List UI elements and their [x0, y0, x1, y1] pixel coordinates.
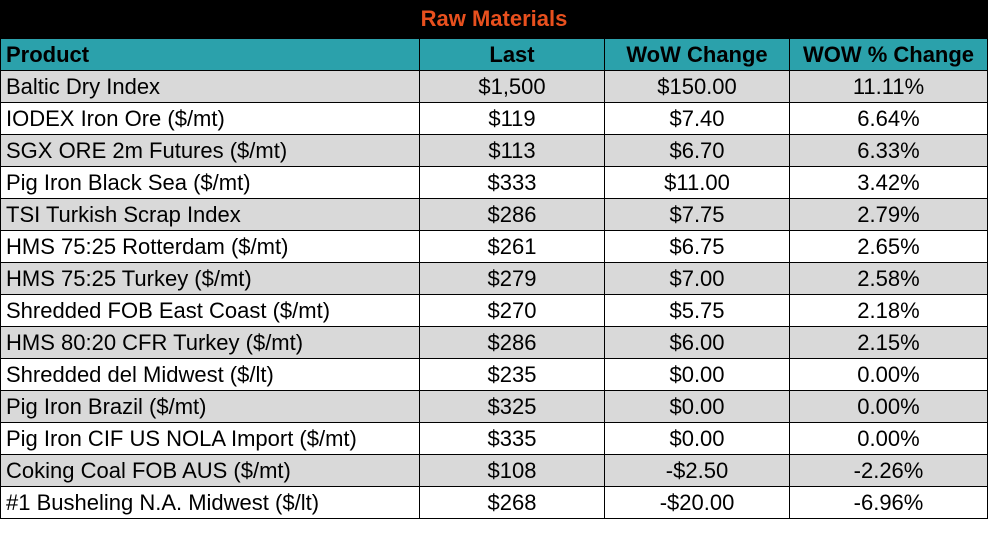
cell-product: Coking Coal FOB AUS ($/mt)	[0, 454, 420, 487]
cell-wow-change: -$2.50	[604, 454, 790, 487]
cell-wow-change: $0.00	[604, 390, 790, 423]
cell-wow-change: $7.40	[604, 102, 790, 135]
cell-wow-pct-change: 0.00%	[789, 422, 988, 455]
cell-wow-change: $5.75	[604, 294, 790, 327]
table-row: Pig Iron CIF US NOLA Import ($/mt) $335 …	[0, 422, 988, 455]
cell-wow-change: $0.00	[604, 358, 790, 391]
cell-last: $325	[419, 390, 605, 423]
table-row: Baltic Dry Index $1,500 $150.00 11.11%	[0, 70, 988, 103]
table-row: HMS 75:25 Turkey ($/mt) $279 $7.00 2.58%	[0, 262, 988, 295]
cell-wow-pct-change: 2.18%	[789, 294, 988, 327]
column-header-wow-pct-change: WOW % Change	[789, 38, 988, 71]
cell-last: $261	[419, 230, 605, 263]
cell-product: Shredded FOB East Coast ($/mt)	[0, 294, 420, 327]
cell-product: Shredded del Midwest ($/lt)	[0, 358, 420, 391]
cell-wow-change: $6.00	[604, 326, 790, 359]
cell-wow-change: $6.75	[604, 230, 790, 263]
cell-wow-pct-change: 2.58%	[789, 262, 988, 295]
cell-product: #1 Busheling N.A. Midwest ($/lt)	[0, 486, 420, 519]
cell-wow-change: $6.70	[604, 134, 790, 167]
table-row: IODEX Iron Ore ($/mt) $119 $7.40 6.64%	[0, 102, 988, 135]
cell-product: Pig Iron Black Sea ($/mt)	[0, 166, 420, 199]
cell-product: IODEX Iron Ore ($/mt)	[0, 102, 420, 135]
table-title: Raw Materials	[0, 0, 988, 38]
table-row: Shredded FOB East Coast ($/mt) $270 $5.7…	[0, 294, 988, 327]
cell-wow-pct-change: 3.42%	[789, 166, 988, 199]
cell-last: $335	[419, 422, 605, 455]
cell-last: $235	[419, 358, 605, 391]
cell-wow-change: $150.00	[604, 70, 790, 103]
cell-last: $270	[419, 294, 605, 327]
cell-wow-pct-change: 0.00%	[789, 358, 988, 391]
table-row: #1 Busheling N.A. Midwest ($/lt) $268 -$…	[0, 486, 988, 519]
column-header-wow-change: WoW Change	[604, 38, 790, 71]
cell-wow-pct-change: 6.33%	[789, 134, 988, 167]
table-row: Coking Coal FOB AUS ($/mt) $108 -$2.50 -…	[0, 454, 988, 487]
cell-wow-pct-change: -6.96%	[789, 486, 988, 519]
cell-wow-change: $7.00	[604, 262, 790, 295]
raw-materials-table: Product Last WoW Change WOW % Change Bal…	[0, 38, 988, 519]
cell-product: SGX ORE 2m Futures ($/mt)	[0, 134, 420, 167]
cell-product: Pig Iron CIF US NOLA Import ($/mt)	[0, 422, 420, 455]
cell-product: HMS 80:20 CFR Turkey ($/mt)	[0, 326, 420, 359]
cell-last: $279	[419, 262, 605, 295]
cell-last: $268	[419, 486, 605, 519]
cell-wow-pct-change: 0.00%	[789, 390, 988, 423]
cell-last: $113	[419, 134, 605, 167]
cell-wow-pct-change: 2.79%	[789, 198, 988, 231]
table-row: Shredded del Midwest ($/lt) $235 $0.00 0…	[0, 358, 988, 391]
cell-wow-pct-change: 11.11%	[789, 70, 988, 103]
cell-last: $108	[419, 454, 605, 487]
cell-last: $333	[419, 166, 605, 199]
cell-product: TSI Turkish Scrap Index	[0, 198, 420, 231]
table-row: Pig Iron Black Sea ($/mt) $333 $11.00 3.…	[0, 166, 988, 199]
table-row: Pig Iron Brazil ($/mt) $325 $0.00 0.00%	[0, 390, 988, 423]
cell-wow-change: -$20.00	[604, 486, 790, 519]
cell-product: HMS 75:25 Turkey ($/mt)	[0, 262, 420, 295]
table-row: TSI Turkish Scrap Index $286 $7.75 2.79%	[0, 198, 988, 231]
cell-wow-pct-change: 2.65%	[789, 230, 988, 263]
cell-product: Pig Iron Brazil ($/mt)	[0, 390, 420, 423]
cell-wow-change: $11.00	[604, 166, 790, 199]
cell-wow-change: $0.00	[604, 422, 790, 455]
cell-product: HMS 75:25 Rotterdam ($/mt)	[0, 230, 420, 263]
cell-last: $1,500	[419, 70, 605, 103]
column-header-last: Last	[419, 38, 605, 71]
cell-product: Baltic Dry Index	[0, 70, 420, 103]
cell-last: $286	[419, 198, 605, 231]
cell-wow-pct-change: -2.26%	[789, 454, 988, 487]
table-row: HMS 75:25 Rotterdam ($/mt) $261 $6.75 2.…	[0, 230, 988, 263]
table-row: HMS 80:20 CFR Turkey ($/mt) $286 $6.00 2…	[0, 326, 988, 359]
table-row: SGX ORE 2m Futures ($/mt) $113 $6.70 6.3…	[0, 134, 988, 167]
cell-last: $286	[419, 326, 605, 359]
table-title-text: Raw Materials	[420, 6, 568, 31]
cell-wow-pct-change: 6.64%	[789, 102, 988, 135]
column-header-product: Product	[0, 38, 420, 71]
header-row: Product Last WoW Change WOW % Change	[0, 38, 988, 71]
cell-wow-pct-change: 2.15%	[789, 326, 988, 359]
cell-wow-change: $7.75	[604, 198, 790, 231]
cell-last: $119	[419, 102, 605, 135]
